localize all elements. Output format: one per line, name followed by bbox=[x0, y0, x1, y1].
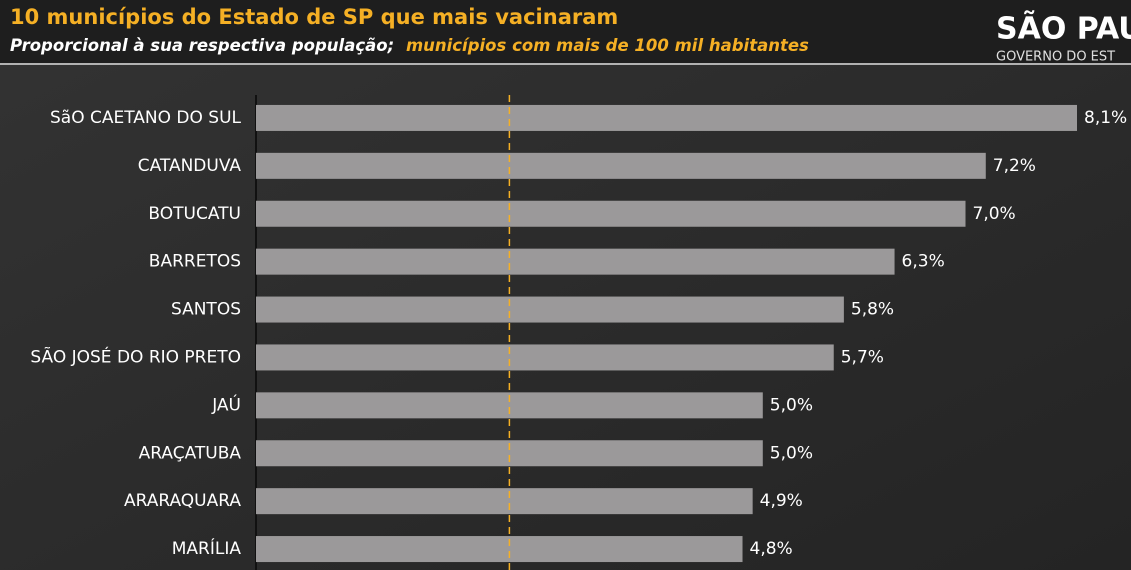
chart-subtitle: Proporcional à sua respectiva população;… bbox=[10, 36, 809, 55]
value-label: 5,0% bbox=[770, 395, 813, 415]
logo-subtext: GOVERNO DO EST bbox=[996, 50, 1115, 65]
logo-text: SÃO PAU bbox=[996, 10, 1131, 47]
bar bbox=[256, 536, 743, 563]
category-label: BARRETOS bbox=[149, 252, 241, 272]
bar bbox=[256, 248, 895, 275]
category-label: BOTUCATU bbox=[148, 204, 241, 224]
category-label: ARARAQUARA bbox=[124, 491, 241, 511]
chart-title: 10 municípios do Estado de SP que mais v… bbox=[10, 5, 618, 29]
category-label: SãO CAETANO DO SUL bbox=[50, 108, 242, 128]
value-label: 5,8% bbox=[851, 300, 894, 320]
subtitle-part: Proporcional à sua respectiva população; bbox=[10, 36, 394, 55]
value-label: 7,0% bbox=[973, 204, 1016, 224]
category-label: ARAÇATUBA bbox=[139, 443, 242, 463]
bar bbox=[256, 200, 966, 227]
bar bbox=[256, 104, 1077, 131]
category-label: CATANDUVA bbox=[138, 156, 242, 176]
subtitle-part: municípios com mais de 100 mil habitante… bbox=[406, 36, 809, 55]
bar bbox=[256, 488, 753, 515]
header-band bbox=[0, 0, 1131, 63]
category-label: MARÍLIA bbox=[172, 537, 242, 559]
bar bbox=[256, 152, 986, 179]
bar bbox=[256, 344, 834, 371]
bar bbox=[256, 296, 844, 323]
value-label: 6,3% bbox=[902, 252, 945, 272]
category-label: JAÚ bbox=[211, 393, 241, 415]
value-label: 4,9% bbox=[760, 491, 803, 511]
value-label: 7,2% bbox=[993, 156, 1036, 176]
category-label: SÃO JOSÉ DO RIO PRETO bbox=[30, 345, 241, 367]
value-label: 8,1% bbox=[1084, 108, 1127, 128]
value-label: 5,0% bbox=[770, 443, 813, 463]
value-label: 5,7% bbox=[841, 347, 884, 367]
category-label: SANTOS bbox=[171, 300, 241, 320]
value-label: 4,8% bbox=[750, 539, 793, 559]
